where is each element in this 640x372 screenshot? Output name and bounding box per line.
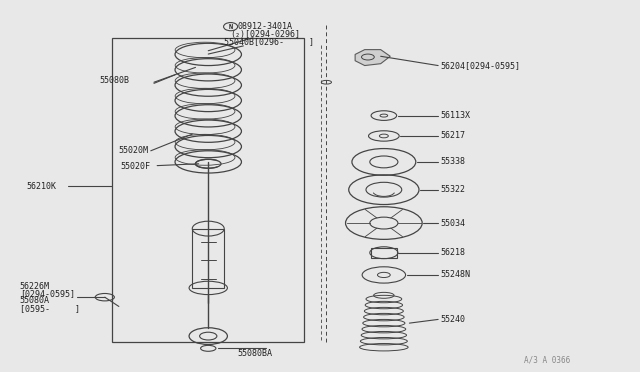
Text: 56210K: 56210K — [26, 182, 56, 190]
Polygon shape — [355, 49, 390, 65]
Text: 55034: 55034 — [441, 219, 466, 228]
Text: 55040B[0296-     ]: 55040B[0296- ] — [224, 37, 314, 46]
Bar — [113, 38, 304, 341]
Text: 55338: 55338 — [441, 157, 466, 166]
Text: 56204[0294-0595]: 56204[0294-0595] — [441, 61, 521, 70]
Circle shape — [223, 23, 237, 31]
Text: 55080BA: 55080BA — [237, 349, 272, 358]
Text: N: N — [228, 24, 233, 30]
Text: 55248N: 55248N — [441, 270, 470, 279]
Text: 55020F: 55020F — [120, 162, 150, 171]
Text: [0595-     ]: [0595- ] — [20, 304, 80, 313]
Bar — [192, 229, 224, 288]
Text: (₂)[0294-0296]: (₂)[0294-0296] — [230, 29, 301, 39]
Text: 55322: 55322 — [441, 185, 466, 194]
Text: 56226M: 56226M — [20, 282, 50, 291]
Text: 56113X: 56113X — [441, 111, 470, 120]
Text: [0294-0595]: [0294-0595] — [20, 289, 75, 298]
Text: 55020M: 55020M — [119, 146, 149, 155]
Text: 08912-3401A: 08912-3401A — [237, 22, 292, 31]
Text: 56217: 56217 — [441, 131, 466, 141]
Text: 55080A: 55080A — [20, 296, 50, 305]
Text: 56218: 56218 — [441, 248, 466, 257]
Bar — [371, 247, 397, 258]
Text: A/3 A 0366: A/3 A 0366 — [524, 356, 571, 365]
Text: 55240: 55240 — [441, 315, 466, 324]
Text: 55080B: 55080B — [100, 76, 130, 85]
